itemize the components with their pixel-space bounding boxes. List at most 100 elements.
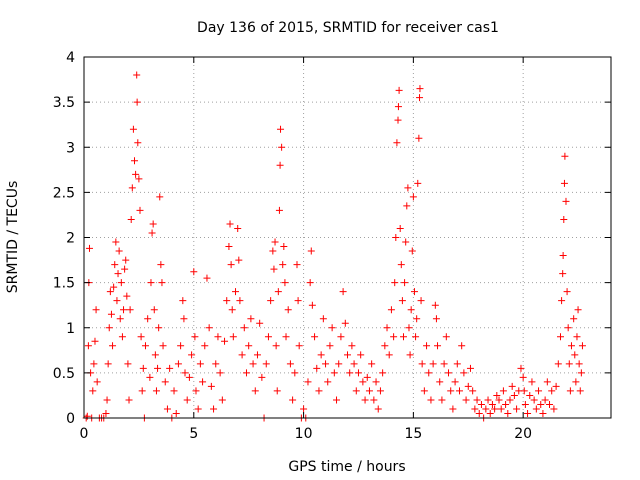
data-point: [559, 252, 567, 260]
data-point: [110, 283, 118, 291]
data-point: [93, 378, 101, 386]
data-point: [486, 409, 494, 417]
data-point: [376, 387, 384, 395]
data-point: [183, 396, 191, 404]
data-point: [177, 342, 185, 350]
data-point: [409, 193, 417, 201]
data-point: [227, 261, 235, 269]
data-point: [488, 400, 496, 408]
data-point: [122, 256, 130, 264]
data-point: [395, 86, 403, 94]
data-point: [128, 184, 136, 192]
data-point: [92, 306, 100, 314]
data-point: [166, 364, 174, 372]
data-point: [458, 342, 466, 350]
data-point: [361, 396, 369, 404]
data-point: [125, 396, 133, 404]
data-point: [390, 333, 398, 341]
data-point: [236, 297, 244, 305]
data-point: [359, 378, 367, 386]
data-point: [414, 179, 422, 187]
data-point: [391, 279, 399, 287]
data-point: [412, 333, 420, 341]
data-point: [550, 405, 558, 413]
data-point: [139, 364, 147, 372]
data-point: [543, 378, 551, 386]
y-tick-label: 1.5: [53, 276, 75, 292]
data-point: [558, 297, 566, 305]
data-point: [350, 360, 358, 368]
data-point: [253, 351, 261, 359]
data-point: [267, 297, 275, 305]
data-point: [370, 396, 378, 404]
data-point: [352, 387, 360, 395]
data-point: [495, 396, 503, 404]
data-point: [273, 387, 281, 395]
data-point: [455, 387, 463, 395]
data-point: [431, 301, 439, 309]
x-tick-label: 15: [404, 426, 422, 442]
data-point: [256, 319, 264, 327]
data-point: [114, 270, 122, 278]
data-point: [577, 369, 585, 377]
data-point: [138, 387, 146, 395]
x-tick-label: 20: [514, 426, 532, 442]
data-point: [308, 301, 316, 309]
data-point: [576, 387, 584, 395]
data-point: [416, 94, 424, 102]
data-point: [319, 315, 327, 323]
data-point: [521, 400, 529, 408]
y-tick-label: 2.5: [53, 185, 75, 201]
data-point: [117, 279, 125, 287]
data-point: [185, 373, 193, 381]
data-point: [124, 360, 132, 368]
data-point: [537, 400, 545, 408]
data-point: [194, 405, 202, 413]
data-point: [133, 98, 141, 106]
data-point: [295, 342, 303, 350]
data-point: [532, 405, 540, 413]
data-point: [404, 184, 412, 192]
data-point: [111, 261, 119, 269]
data-point: [258, 373, 266, 381]
data-point: [556, 333, 564, 341]
y-tick-label: 4: [66, 50, 75, 66]
data-point: [238, 351, 246, 359]
data-point: [407, 306, 415, 314]
y-tick-label: 1: [66, 321, 75, 337]
data-point: [146, 373, 154, 381]
data-point: [232, 288, 240, 296]
data-point: [513, 405, 521, 413]
x-tick-label: 0: [80, 426, 89, 442]
data-point: [339, 288, 347, 296]
data-point: [440, 360, 448, 368]
data-point: [571, 351, 579, 359]
data-point: [196, 360, 204, 368]
data-point: [341, 319, 349, 327]
data-point: [575, 360, 583, 368]
data-point: [565, 360, 573, 368]
data-point: [201, 342, 209, 350]
data-point: [482, 405, 490, 413]
data-point: [416, 85, 424, 93]
data-point: [572, 378, 580, 386]
data-point: [242, 369, 250, 377]
data-point: [561, 152, 569, 160]
data-point: [84, 342, 92, 350]
data-point: [528, 378, 536, 386]
y-tick-labels: 0 0.5 1 1.5 2 2.5 3 3.5 4: [53, 50, 75, 427]
data-point: [180, 315, 188, 323]
data-point: [517, 364, 525, 372]
y-tick-label: 3.5: [53, 95, 75, 111]
data-point: [552, 382, 560, 390]
data-point: [466, 364, 474, 372]
data-point: [365, 387, 373, 395]
data-point: [271, 238, 279, 246]
data-point: [136, 206, 144, 214]
data-point: [133, 71, 141, 79]
data-point: [131, 157, 139, 165]
data-point: [510, 391, 518, 399]
data-point: [212, 360, 220, 368]
data-point: [541, 396, 549, 404]
